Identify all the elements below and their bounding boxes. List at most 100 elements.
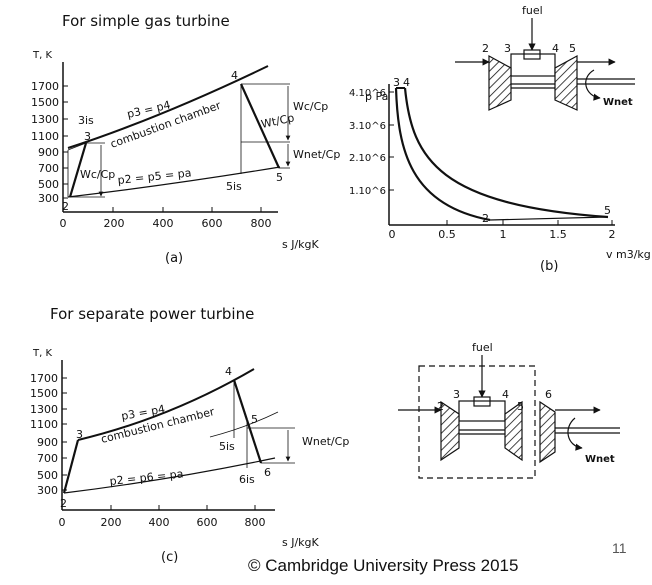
pv-b-xlabel: v m3/kg	[606, 248, 651, 261]
pv-b-caption: (b)	[540, 259, 558, 274]
ts-a-xtick: 600	[202, 217, 223, 230]
engine-c-station: 5	[517, 400, 524, 413]
ts-a-isobar-high	[67, 65, 269, 149]
ts-a-compression	[68, 142, 88, 198]
pv-b-ytick: 1.10^6	[349, 186, 386, 197]
pv-b-xtick: 1	[500, 228, 507, 241]
ts-a-ytick: 500	[38, 178, 59, 191]
ts-a-ytick: 1500	[31, 96, 59, 109]
turbine-b	[554, 54, 578, 111]
pv-b-xtick: 2	[609, 228, 616, 241]
ts-a-xticks: 0 200 400 600 800	[60, 207, 272, 230]
ts-a-label-wc: Wc/Cp	[80, 168, 115, 181]
ts-a-ytick: 1300	[31, 113, 59, 126]
ts-a-label-wnet: Wnet/Cp	[293, 148, 340, 161]
ts-c-label-p2p6: p2 = p6 = pa	[109, 467, 184, 488]
ts-a-ylabel: T, K	[32, 50, 52, 61]
engine-schematic-separate: fuel 2 3 4 5 6 Wnet	[398, 341, 620, 479]
engine-c-station: 4	[502, 388, 509, 401]
ts-c-point: 3	[76, 428, 83, 441]
engine-b-station: 4	[552, 42, 559, 55]
ts-c-point: 6is	[239, 473, 255, 486]
engine-b-wnet: Wnet	[603, 97, 633, 108]
pv-b-point: 4	[403, 76, 410, 89]
ts-c-ytick: 1300	[30, 403, 58, 416]
ts-c-xtick: 200	[101, 516, 122, 529]
ts-a-label-p2p5: p2 = p5 = pa	[117, 166, 192, 187]
ts-c-xtick: 800	[245, 516, 266, 529]
ts-c-xtick: 600	[197, 516, 218, 529]
engine-b-station: 3	[504, 42, 511, 55]
ts-c-isobar-low	[63, 457, 276, 494]
engine-c-station: 6	[545, 388, 552, 401]
engine-c-wnet: Wnet	[585, 454, 615, 465]
ts-a-label-wc-right: Wc/Cp	[293, 100, 328, 113]
ts-a-caption: (a)	[165, 251, 183, 266]
engine-b-station: 5	[569, 42, 576, 55]
pv-b-xtick: 0.5	[438, 228, 456, 241]
ts-a-ytick: 700	[38, 162, 59, 175]
ts-c-xtick: 0	[59, 516, 66, 529]
page-number: 11	[612, 540, 627, 556]
ts-c-ytick: 1700	[30, 372, 58, 385]
gas-generator-box	[418, 365, 536, 479]
pv-b-xtick: 0	[389, 228, 396, 241]
ts-a-xtick: 400	[153, 217, 174, 230]
ts-c-ylabel: T, K	[32, 348, 52, 359]
pv-b-ytick: 4.10^6	[349, 88, 386, 99]
ts-a-expansion	[239, 83, 281, 169]
ts-c-ytick: 1100	[30, 418, 58, 431]
heading-separate-power-turbine: For separate power turbine	[50, 305, 255, 323]
ts-c-lp-expansion	[245, 419, 263, 464]
ts-c-point: 5is	[219, 440, 235, 453]
ts-a-point: 5	[276, 171, 283, 184]
ts-c-ytick: 1500	[30, 387, 58, 400]
engine-b-fuel: fuel	[522, 4, 543, 17]
ts-c-point: 5	[251, 413, 258, 426]
ts-c-point: 6	[264, 466, 271, 479]
ts-a-xtick: 800	[251, 217, 272, 230]
ts-a-point: 4	[231, 69, 238, 82]
power-turbine-c	[539, 400, 556, 464]
ts-diagram-a: T, K 1700 1500 1300 1100 900 700 500 300	[31, 50, 340, 266]
ts-a-label-wt: Wt/Cp	[260, 111, 296, 131]
engine-schematic-simple: fuel 2 3 4 5 Wnet	[455, 4, 635, 111]
pv-b-xticks: 0 0.5 1 1.5 2	[389, 220, 616, 241]
ts-a-point: 5is	[226, 180, 242, 193]
engine-b-station: 2	[482, 42, 489, 55]
ts-c-ytick: 900	[37, 436, 58, 449]
ts-c-ytick: 700	[37, 452, 58, 465]
pv-b-yticks: 4.10^6 3.10^6 2.10^6 1.10^6	[349, 88, 394, 197]
ts-c-xticks: 0 200 400 600 800	[59, 505, 266, 529]
engine-c-station: 3	[453, 388, 460, 401]
ts-diagram-c: T, K 1700 1500 1300 1100 900 700 500 300	[30, 348, 349, 565]
ts-c-xtick: 400	[149, 516, 170, 529]
pv-b-compression-curve	[394, 87, 491, 222]
compressor-b	[488, 54, 512, 111]
pv-b-point: 3	[393, 76, 400, 89]
pv-b-ytick: 3.10^6	[349, 121, 386, 132]
heading-simple-gas-turbine: For simple gas turbine	[62, 12, 230, 30]
ts-a-yticks: 1700 1500 1300 1100 900 700 500 300	[31, 80, 68, 205]
pv-b-xtick: 1.5	[549, 228, 567, 241]
ts-c-point: 2	[60, 497, 67, 510]
ts-c-point: 4	[225, 365, 232, 378]
ts-c-ytick: 300	[37, 484, 58, 497]
ts-c-hp-expansion	[232, 379, 249, 421]
hp-turbine-c	[504, 400, 523, 462]
ts-a-xtick: 200	[104, 217, 125, 230]
pv-b-point: 5	[604, 204, 611, 217]
pv-b-ytick: 2.10^6	[349, 153, 386, 164]
pv-b-ylabel: p Pa	[365, 90, 388, 103]
ts-c-compression	[62, 439, 80, 494]
ts-a-ytick: 1100	[31, 130, 59, 143]
compressor-c	[440, 400, 460, 462]
copyright-footer: © Cambridge University Press 2015	[248, 556, 519, 575]
ts-a-point: 2	[62, 200, 69, 213]
ts-c-ytick: 500	[37, 469, 58, 482]
ts-a-ytick: 1700	[31, 80, 59, 93]
pv-b-expansion-curve	[403, 87, 609, 219]
ts-a-ytick: 900	[38, 146, 59, 159]
ts-a-point: 3	[84, 130, 91, 143]
pv-b-point: 2	[482, 212, 489, 225]
